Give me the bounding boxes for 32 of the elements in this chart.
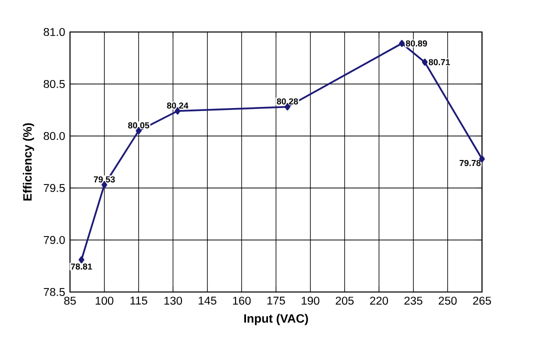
x-tick-label: 235 — [404, 296, 422, 305]
data-label: 80.05 — [128, 122, 150, 128]
x-tick-label: 100 — [96, 296, 114, 305]
x-axis-title: Input (VAC) — [244, 314, 308, 326]
point — [399, 40, 405, 47]
data-label: 80.24 — [167, 102, 188, 109]
x-tick-label: 130 — [164, 296, 182, 305]
x-tick-label: 205 — [336, 296, 354, 305]
y-tick-label: 79.0 — [44, 236, 65, 244]
point — [422, 58, 428, 66]
data-label: 79.78 — [460, 160, 481, 166]
x-tick-label: 85 — [64, 296, 76, 305]
x-tick-label: 145 — [198, 296, 216, 305]
y-tick-label: 79.5 — [44, 184, 65, 192]
x-tick-label: 175 — [267, 296, 285, 305]
y-tick-label: 81.0 — [44, 28, 65, 36]
y-axis-title: Efficiency (%) — [22, 123, 34, 201]
x-tick-label: 160 — [233, 296, 251, 305]
x-tick-label: 250 — [438, 296, 457, 305]
data-label: 80.71 — [428, 59, 450, 66]
data-label: 80.89 — [406, 40, 427, 47]
y-tick-label: 80.5 — [44, 80, 65, 88]
x-tick-label: 190 — [302, 296, 320, 305]
x-tick-label: 220 — [370, 296, 388, 305]
x-tick-label: 115 — [130, 296, 148, 305]
y-tick-label: 78.5 — [44, 288, 65, 296]
data-label: 79.53 — [94, 176, 115, 182]
y-tick-label: 80.0 — [44, 132, 65, 140]
point — [78, 256, 84, 264]
data-label: 78.81 — [70, 264, 92, 270]
x-tick-label: 265 — [473, 296, 491, 305]
data-label: 80.28 — [276, 98, 298, 104]
